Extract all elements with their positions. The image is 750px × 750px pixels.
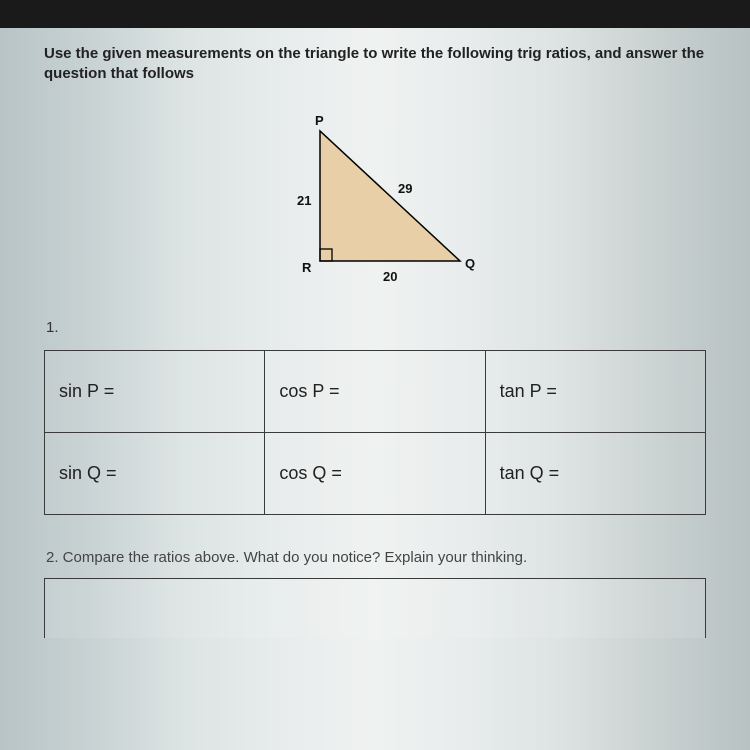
vertex-q-label: Q — [465, 256, 475, 271]
side-pr-label: 21 — [297, 193, 311, 208]
table-row: sin P = cos P = tan P = — [45, 350, 706, 432]
side-pq-label: 29 — [398, 181, 412, 196]
figure-wrapper: P R Q 21 20 29 — [44, 111, 706, 291]
cell-sin-q: sin Q = — [45, 432, 265, 514]
triangle-shape — [320, 131, 460, 261]
cell-tan-q: tan Q = — [485, 432, 705, 514]
vertex-r-label: R — [302, 260, 311, 275]
cell-cos-p: cos P = — [265, 350, 485, 432]
ratio-table: sin P = cos P = tan P = sin Q = cos Q = … — [44, 350, 706, 515]
part1-number: 1. — [46, 319, 706, 336]
side-rq-label: 20 — [383, 269, 397, 284]
question-prompt: Use the given measurements on the triang… — [44, 44, 706, 85]
triangle-figure: P R Q 21 20 29 — [265, 111, 485, 291]
part2-prompt: 2. Compare the ratios above. What do you… — [46, 549, 706, 566]
cell-tan-p: tan P = — [485, 350, 705, 432]
cell-cos-q: cos Q = — [265, 432, 485, 514]
table-row: sin Q = cos Q = tan Q = — [45, 432, 706, 514]
vertex-p-label: P — [315, 113, 324, 128]
worksheet-page: Use the given measurements on the triang… — [0, 28, 750, 638]
window-top-bar — [0, 0, 750, 28]
cell-sin-p: sin P = — [45, 350, 265, 432]
answer-box[interactable] — [44, 578, 706, 638]
